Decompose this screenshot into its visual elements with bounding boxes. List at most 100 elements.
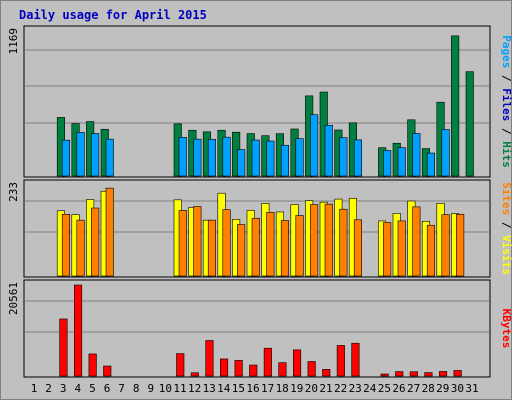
side-legend-part: /	[500, 215, 512, 235]
x-tick-day-10: 10	[159, 382, 172, 395]
side-legend-part: Sites	[500, 182, 512, 215]
files-bar-5	[91, 133, 100, 177]
x-tick-day-19: 19	[290, 382, 303, 395]
x-tick-day-26: 26	[392, 382, 405, 395]
x-tick-day-25: 25	[378, 382, 391, 395]
kbytes-bar-18	[278, 362, 287, 377]
x-tick-day-16: 16	[246, 382, 259, 395]
panel-kbytes	[23, 279, 491, 378]
files-bar-13	[207, 138, 216, 177]
files-bar-23	[353, 139, 363, 177]
sites-bar-26	[397, 220, 406, 277]
files-bar-15	[237, 149, 246, 177]
y-max-label: 233	[7, 182, 20, 202]
x-tick-day-28: 28	[422, 382, 435, 395]
x-tick-day-18: 18	[276, 382, 289, 395]
y-max-label: 1169	[7, 28, 20, 55]
sites-bar-11	[178, 210, 187, 277]
files-bar-6	[105, 138, 114, 177]
x-tick-day-3: 3	[60, 382, 67, 395]
side-legend-part: Files	[500, 88, 512, 121]
files-bar-3	[61, 139, 71, 177]
side-legend-part: Hits	[500, 141, 512, 168]
kbytes-bar-13	[205, 340, 214, 377]
files-bar-14	[222, 136, 231, 177]
kbytes-bar-21	[322, 369, 331, 377]
kbytes-bar-22	[336, 345, 345, 377]
sites-bar-17	[266, 212, 275, 277]
kbytes-bar-3	[59, 318, 68, 377]
sites-bar-23	[353, 219, 363, 277]
sites-bar-4	[76, 219, 85, 277]
x-tick-day-7: 7	[118, 382, 125, 395]
x-tick-day-23: 23	[349, 382, 362, 395]
sites-bar-25	[383, 222, 392, 277]
x-tick-day-21: 21	[319, 382, 332, 395]
files-bar-21	[324, 124, 333, 177]
sites-bar-6	[105, 187, 114, 277]
pages-bar-30	[451, 35, 460, 177]
sites-bar-18	[280, 220, 290, 277]
x-tick-day-12: 12	[188, 382, 201, 395]
x-tick-day-14: 14	[217, 382, 231, 395]
side-legend-part: /	[500, 68, 512, 88]
files-bar-11	[178, 137, 187, 177]
sites-bar-5	[91, 207, 100, 277]
sites-bar-20	[310, 204, 319, 277]
sites-bar-22	[339, 208, 348, 277]
files-bar-22	[339, 137, 348, 177]
files-bar-26	[397, 147, 406, 177]
x-tick-day-15: 15	[232, 382, 245, 395]
kbytes-bar-28	[424, 372, 433, 377]
files-bar-27	[412, 133, 421, 177]
sites-bar-30	[456, 213, 465, 277]
kbytes-bar-26	[395, 371, 404, 377]
sites-bar-19	[295, 215, 304, 277]
sites-bar-15	[237, 224, 246, 277]
sites-bar-12	[193, 206, 202, 277]
kbytes-bar-12	[190, 372, 199, 377]
sites-bar-27	[412, 206, 421, 277]
kbytes-bar-30	[453, 370, 462, 377]
side-legend-part: Visits	[500, 235, 512, 275]
kbytes-bar-27	[409, 371, 418, 377]
x-tick-day-11: 11	[173, 382, 186, 395]
pages-bar-31	[465, 71, 474, 177]
x-tick-day-13: 13	[203, 382, 216, 395]
side-legend-part: KBytes	[500, 309, 512, 349]
files-bar-25	[383, 150, 392, 177]
sites-bar-29	[441, 214, 450, 277]
kbytes-bar-15	[234, 360, 243, 377]
kbytes-bar-29	[438, 371, 448, 377]
side-legend-part: /	[500, 121, 512, 141]
files-bar-16	[251, 139, 260, 177]
x-tick-day-20: 20	[305, 382, 318, 395]
x-tick-day-2: 2	[45, 382, 52, 395]
files-bar-20	[310, 114, 319, 177]
sites-bar-3	[61, 213, 71, 277]
x-tick-day-30: 30	[451, 382, 464, 395]
kbytes-bar-16	[249, 364, 258, 377]
files-bar-4	[76, 132, 85, 177]
files-bar-19	[295, 138, 304, 177]
kbytes-bar-20	[307, 361, 316, 377]
x-tick-day-24: 24	[363, 382, 377, 395]
x-tick-day-29: 29	[436, 382, 449, 395]
x-tick-day-6: 6	[104, 382, 111, 395]
side-legend: KBytes	[500, 309, 512, 349]
kbytes-bar-5	[88, 353, 97, 377]
side-legend: Pages / Files / Hits	[500, 35, 512, 168]
x-tick-day-27: 27	[407, 382, 420, 395]
files-bar-17	[266, 140, 275, 177]
files-bar-29	[441, 129, 450, 177]
sites-bar-21	[324, 203, 333, 277]
x-tick-day-5: 5	[89, 382, 96, 395]
files-bar-28	[426, 152, 436, 177]
sites-bar-13	[207, 219, 216, 277]
kbytes-bar-11	[176, 353, 185, 377]
x-tick-day-31: 31	[465, 382, 478, 395]
chart-title: Daily usage for April 2015	[19, 8, 207, 22]
x-tick-day-8: 8	[133, 382, 140, 395]
files-bar-18	[280, 144, 290, 177]
